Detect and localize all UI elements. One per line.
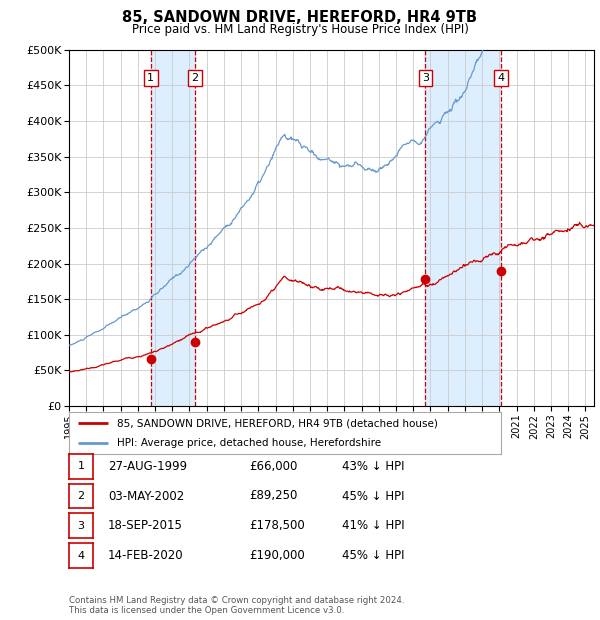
Text: 27-AUG-1999: 27-AUG-1999 (108, 460, 187, 472)
Text: £178,500: £178,500 (249, 520, 305, 532)
Text: 43% ↓ HPI: 43% ↓ HPI (342, 460, 404, 472)
Text: 18-SEP-2015: 18-SEP-2015 (108, 520, 183, 532)
Text: 85, SANDOWN DRIVE, HEREFORD, HR4 9TB (detached house): 85, SANDOWN DRIVE, HEREFORD, HR4 9TB (de… (116, 418, 437, 428)
Text: 2: 2 (191, 73, 199, 83)
Text: 45% ↓ HPI: 45% ↓ HPI (342, 549, 404, 562)
Text: 03-MAY-2002: 03-MAY-2002 (108, 490, 184, 502)
Text: 1: 1 (77, 461, 85, 471)
Text: £190,000: £190,000 (249, 549, 305, 562)
Text: 1: 1 (147, 73, 154, 83)
Text: 41% ↓ HPI: 41% ↓ HPI (342, 520, 404, 532)
Text: 85, SANDOWN DRIVE, HEREFORD, HR4 9TB: 85, SANDOWN DRIVE, HEREFORD, HR4 9TB (122, 10, 478, 25)
Text: 14-FEB-2020: 14-FEB-2020 (108, 549, 184, 562)
Bar (151, 50, 195, 406)
Bar (425, 50, 502, 406)
Text: 45% ↓ HPI: 45% ↓ HPI (342, 490, 404, 502)
Text: 3: 3 (77, 521, 85, 531)
Text: Contains HM Land Registry data © Crown copyright and database right 2024.
This d: Contains HM Land Registry data © Crown c… (69, 596, 404, 615)
Text: 3: 3 (422, 73, 429, 83)
Text: Price paid vs. HM Land Registry's House Price Index (HPI): Price paid vs. HM Land Registry's House … (131, 23, 469, 36)
Text: 4: 4 (77, 551, 85, 560)
Text: HPI: Average price, detached house, Herefordshire: HPI: Average price, detached house, Here… (116, 438, 380, 448)
Text: 2: 2 (77, 491, 85, 501)
Text: £89,250: £89,250 (249, 490, 298, 502)
Text: £66,000: £66,000 (249, 460, 298, 472)
Text: 4: 4 (498, 73, 505, 83)
